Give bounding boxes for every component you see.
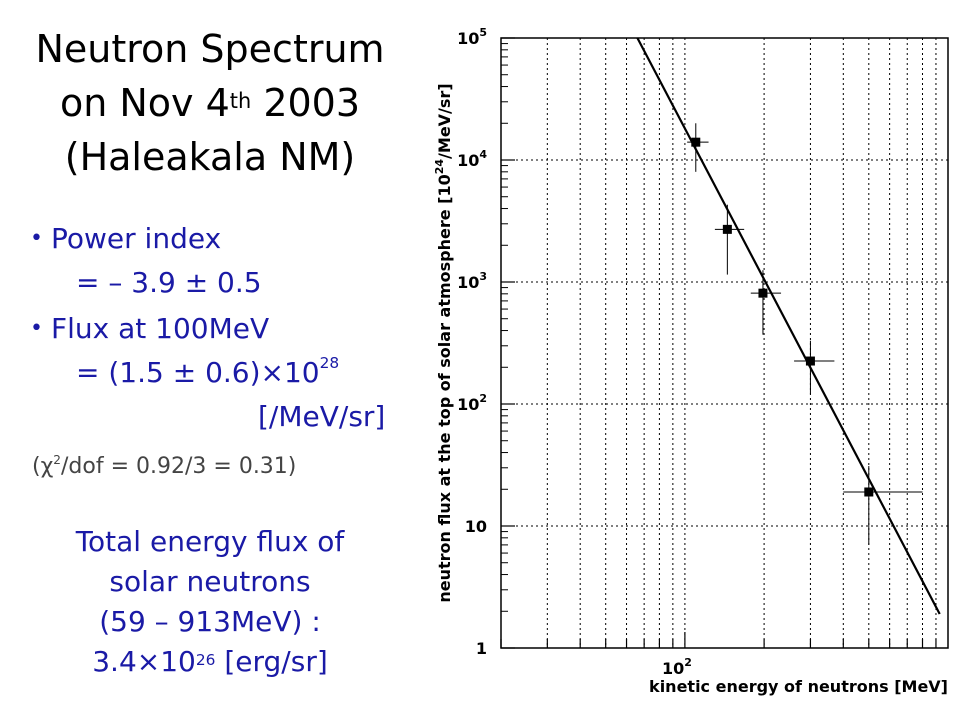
y-axis-label-pre: neutron flux at the top of solar atmosph…	[435, 174, 454, 602]
y-axis-label: neutron flux at the top of solar atmosph…	[433, 83, 454, 602]
data-point-5	[843, 466, 923, 545]
data-point-2	[714, 204, 745, 275]
power-index-value: = – 3.9 ± 0.5	[76, 266, 262, 299]
power-index-label: Power index	[50, 222, 222, 255]
title-date-prefix: on Nov 4	[59, 81, 230, 125]
data-marker	[722, 224, 732, 234]
data-point-1	[687, 123, 709, 172]
flux-label: Flux at 100MeV	[50, 312, 270, 345]
total-line-1: Total energy flux of	[75, 525, 345, 558]
x-axis-label: kinetic energy of neutrons [MeV]	[649, 677, 948, 696]
total-line-4: 3.4×1026 [erg/sr]	[20, 642, 400, 682]
labels-layer: 1 10 102 103 104 105 102	[457, 26, 692, 678]
points-layer	[687, 123, 923, 545]
y-tick-label: 10	[465, 517, 487, 536]
flux-value-exponent: 28	[319, 354, 340, 373]
total-line-2: solar neutrons	[109, 565, 311, 598]
chi-square-note: (χ2/dof = 0.92/3 = 0.31)	[32, 452, 297, 479]
ticks-layer	[500, 37, 937, 649]
y-tick-label: 103	[457, 270, 487, 292]
title-line-2: on Nov 4th 2003	[20, 76, 400, 130]
y-tick-label: 102	[457, 392, 487, 414]
grid-layer	[500, 38, 948, 648]
bullet-flux: Flux at 100MeV	[30, 312, 269, 345]
power-law-fit-line	[636, 37, 941, 615]
data-marker	[805, 356, 815, 366]
y-tick-label: 105	[457, 26, 487, 48]
flux-unit: [/MeV/sr]	[258, 400, 386, 433]
chi-rest: /dof = 0.92/3 = 0.31)	[61, 454, 297, 479]
title-date-year: 2003	[251, 81, 361, 125]
total-value-exponent: 26	[195, 651, 216, 670]
title-line-3: (Haleakala NM)	[64, 135, 356, 179]
total-value-base: 3.4×10	[92, 645, 196, 678]
flux-value-base: = (1.5 ± 0.6)×10	[76, 356, 320, 389]
data-point-4	[794, 340, 835, 395]
flux-value: = (1.5 ± 0.6)×1028	[76, 354, 340, 389]
slide-title: Neutron Spectrum on Nov 4th 2003 (Haleak…	[20, 22, 400, 184]
data-marker	[758, 288, 768, 298]
bullet-power-index: Power index	[30, 222, 221, 255]
total-energy-flux: Total energy flux of solar neutrons (59 …	[20, 522, 400, 682]
title-date-suffix: th	[229, 88, 252, 113]
total-value-unit: [erg/sr]	[215, 645, 328, 678]
total-line-3: (59 – 913MeV) :	[99, 605, 321, 638]
summary-panel: Neutron Spectrum on Nov 4th 2003 (Haleak…	[0, 0, 430, 720]
chi-exponent: 2	[53, 452, 61, 467]
data-marker	[864, 487, 874, 497]
fit-layer	[636, 37, 941, 615]
x-tick-label: 102	[662, 656, 692, 678]
y-tick-label: 1	[476, 639, 487, 658]
data-point-3	[750, 270, 782, 335]
y-axis-label-exponent: 24	[433, 159, 446, 175]
y-tick-label: 104	[457, 148, 487, 170]
chi-prefix: (χ	[32, 454, 54, 479]
title-line-1: Neutron Spectrum	[35, 27, 385, 71]
data-marker	[691, 137, 701, 147]
y-axis-label-post: /MeV/sr]	[435, 83, 454, 159]
plot-frame	[500, 37, 949, 649]
